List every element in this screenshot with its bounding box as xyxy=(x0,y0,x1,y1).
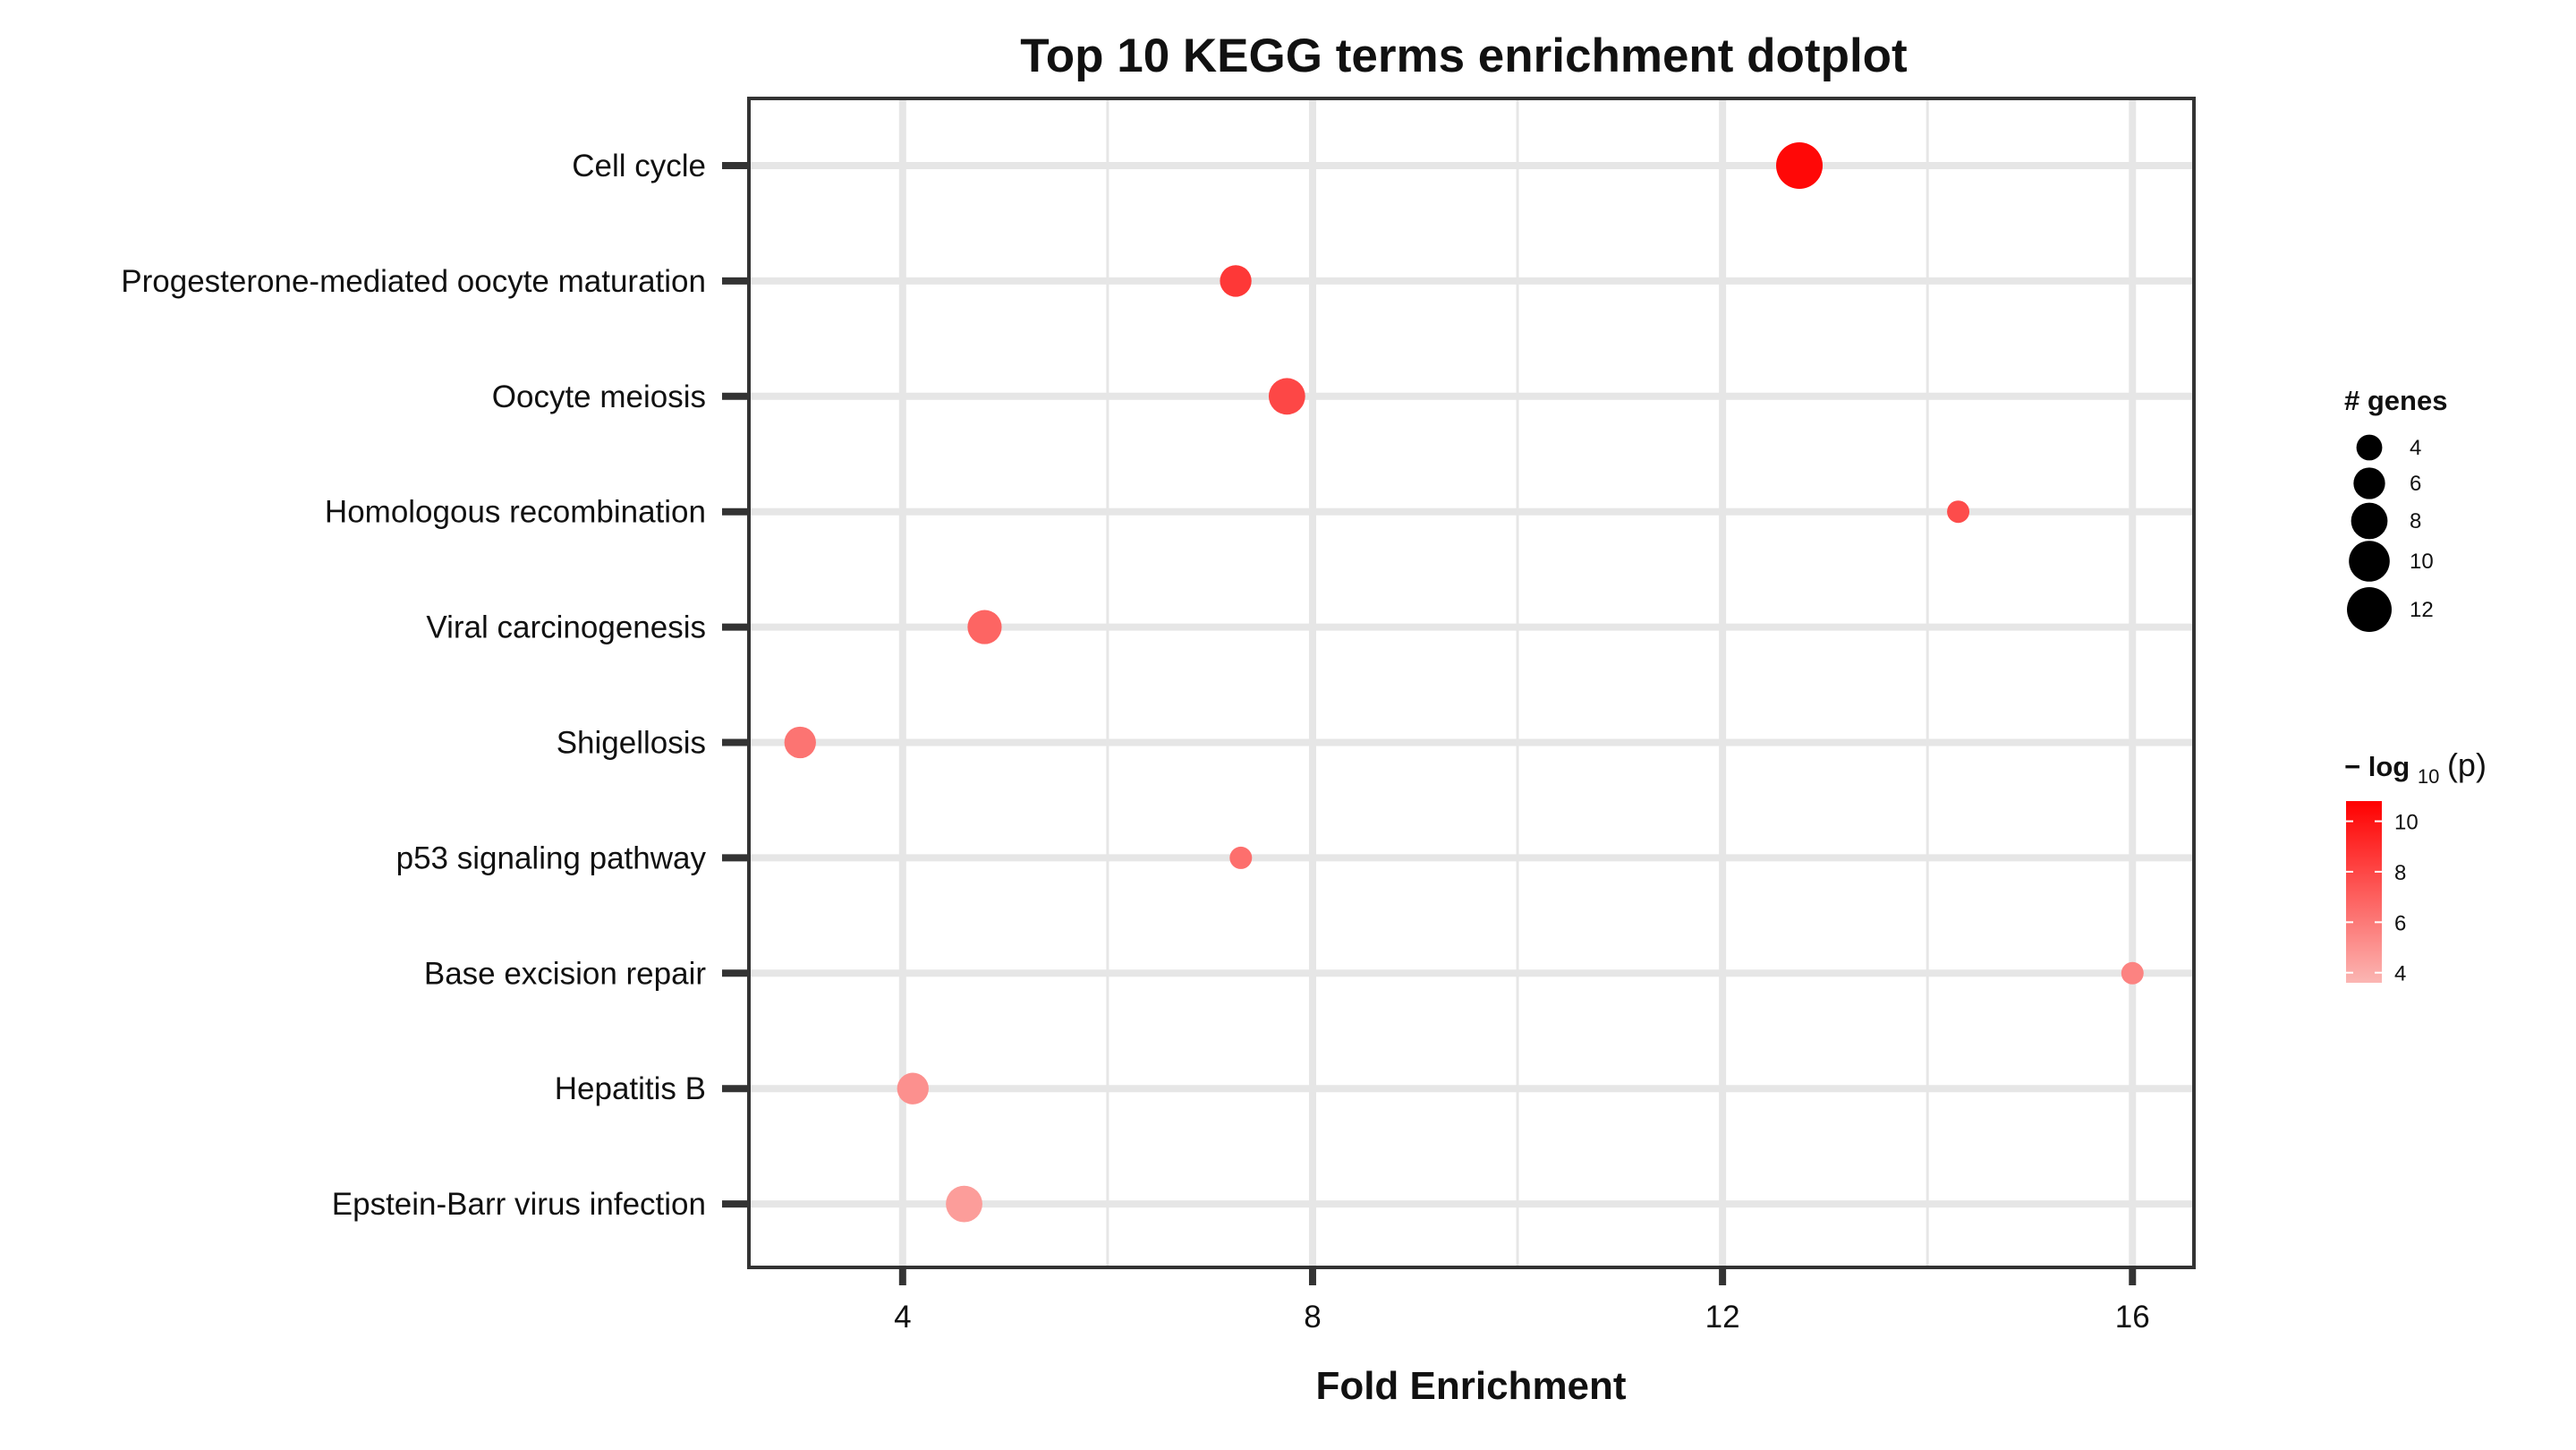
size-legend-items: 4 6 8 10 12 xyxy=(2347,434,2434,632)
category-label: Epstein-Barr virus infection xyxy=(332,1187,706,1222)
size-legend-key xyxy=(2349,541,2390,582)
x-tick-label: 16 xyxy=(2115,1300,2150,1335)
x-axis-ticks: 4 8 12 16 xyxy=(894,1267,2150,1335)
data-point xyxy=(1947,500,1970,524)
plot-panel-border xyxy=(747,97,2196,1269)
color-legend-label: 8 xyxy=(2394,861,2406,885)
color-legend: − log 10 (p) 4 6 8 10 xyxy=(2344,746,2487,986)
data-point xyxy=(1268,378,1305,415)
color-legend-title-prefix: − log xyxy=(2344,751,2410,782)
color-legend-label: 4 xyxy=(2394,962,2406,986)
color-legend-title-subscript: 10 xyxy=(2418,765,2439,788)
category-label: Progesterone-mediated oocyte maturation xyxy=(121,264,706,299)
color-legend-label: 10 xyxy=(2394,811,2419,835)
data-point xyxy=(967,610,1002,644)
data-points xyxy=(784,142,2144,1223)
data-point xyxy=(2121,961,2144,985)
category-label: Hepatitis B xyxy=(555,1071,706,1106)
data-point xyxy=(1220,265,1252,297)
size-legend-label: 12 xyxy=(2410,598,2434,622)
color-legend-title: − log 10 (p) xyxy=(2344,746,2487,789)
x-tick-label: 12 xyxy=(1705,1300,1740,1335)
x-tick-label: 4 xyxy=(894,1300,911,1335)
size-legend-title: # genes xyxy=(2344,385,2447,416)
data-point xyxy=(784,726,816,759)
data-point xyxy=(897,1072,929,1105)
size-legend-key xyxy=(2347,587,2392,632)
category-label: Homologous recombination xyxy=(325,495,706,530)
category-label: p53 signaling pathway xyxy=(396,840,707,875)
data-point xyxy=(1229,846,1253,869)
chart-title: Top 10 KEGG terms enrichment dotplot xyxy=(1020,30,1907,82)
size-legend-key xyxy=(2356,434,2383,461)
size-legend-label: 4 xyxy=(2410,436,2421,460)
color-legend-bar xyxy=(2346,801,2382,983)
category-label: Viral carcinogenesis xyxy=(426,610,706,645)
size-legend-label: 8 xyxy=(2410,509,2421,533)
data-point xyxy=(946,1185,982,1223)
category-label: Shigellosis xyxy=(557,726,706,761)
size-legend-label: 10 xyxy=(2410,550,2434,574)
size-legend-label: 6 xyxy=(2410,472,2421,496)
category-label: Base excision repair xyxy=(424,956,706,991)
category-ticks xyxy=(722,162,749,1208)
data-point xyxy=(1776,142,1824,189)
category-label: Oocyte meiosis xyxy=(492,380,706,414)
grid xyxy=(749,98,2194,1267)
x-tick-label: 8 xyxy=(1304,1300,1321,1335)
category-labels: Cell cycle Progesterone-mediated oocyte m… xyxy=(121,149,706,1222)
category-label: Cell cycle xyxy=(572,149,706,183)
color-legend-ticks: 4 6 8 10 xyxy=(2346,811,2419,986)
size-legend-key xyxy=(2353,467,2385,499)
color-legend-title-suffix: (p) xyxy=(2447,746,2487,783)
x-axis-title: Fold Enrichment xyxy=(1315,1364,1626,1408)
size-legend-key xyxy=(2351,502,2388,540)
size-legend: # genes 4 6 8 10 12 xyxy=(2344,385,2447,632)
color-legend-label: 6 xyxy=(2394,911,2406,935)
